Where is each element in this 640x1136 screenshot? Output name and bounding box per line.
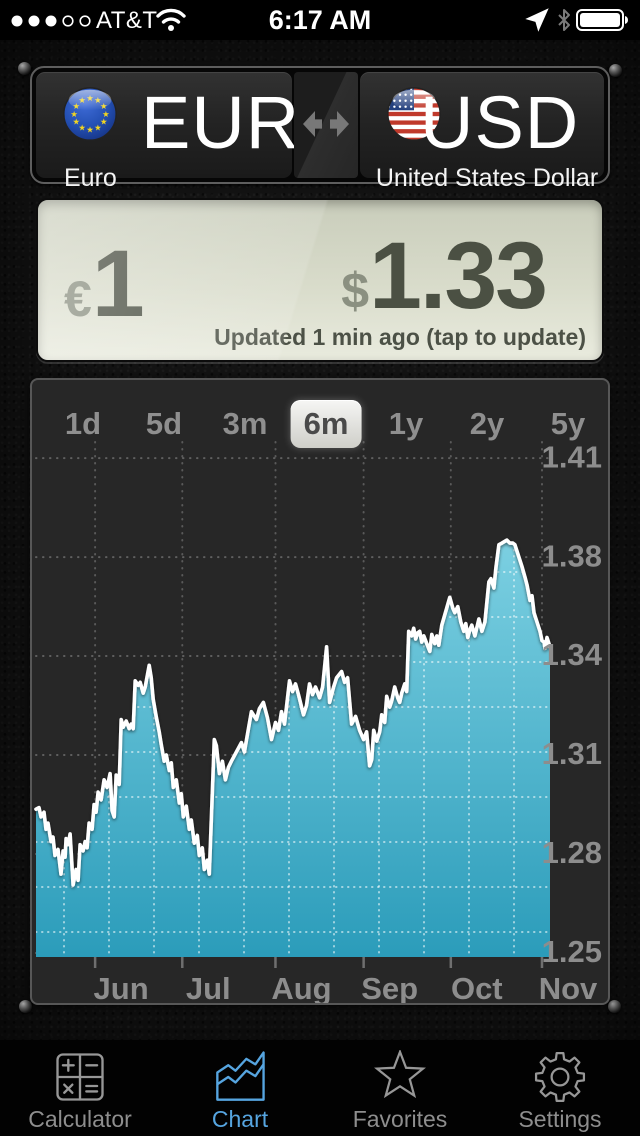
tab-chart[interactable]: Chart: [160, 1048, 320, 1136]
bluetooth-icon: [558, 9, 570, 31]
svg-text:★: ★: [100, 117, 108, 127]
us-flag-icon: [387, 87, 441, 141]
screw-icon: [19, 1000, 32, 1013]
to-currency-name: United States Dollar: [375, 164, 599, 192]
eu-flag-icon: ★★★★★★★★★★★★: [63, 87, 117, 141]
swap-arrows-icon: [303, 111, 349, 138]
to-currency-code: USD: [420, 81, 580, 164]
svg-text:1.38: 1.38: [542, 538, 602, 573]
signal-strength-icon: [11, 15, 91, 27]
to-symbol: $: [341, 263, 370, 319]
svg-text:Oct: Oct: [451, 971, 503, 1003]
svg-text:★: ★: [78, 123, 86, 133]
update-status[interactable]: Updated 1 min ago (tap to update): [214, 324, 586, 350]
svg-text:1.31: 1.31: [542, 736, 602, 771]
svg-text:Sep: Sep: [361, 971, 418, 1003]
screw-icon: [608, 1000, 621, 1013]
svg-text:★: ★: [94, 123, 102, 133]
svg-text:1.41: 1.41: [542, 439, 602, 474]
svg-text:Aug: Aug: [271, 971, 331, 1003]
range-tab-1y[interactable]: 1y: [388, 406, 424, 441]
tab-bar: Calculator Chart Favorites Settings: [0, 1040, 640, 1136]
svg-text:1.25: 1.25: [542, 934, 602, 969]
star-icon: [374, 1050, 426, 1099]
svg-text:Nov: Nov: [539, 971, 598, 1003]
gear-icon: [534, 1051, 586, 1103]
range-tab-2y[interactable]: 2y: [469, 406, 505, 441]
screw-icon: [18, 62, 31, 75]
range-tab-6m[interactable]: 6m: [290, 400, 362, 448]
from-amount: 1: [91, 231, 145, 337]
tab-label: Chart: [211, 1106, 269, 1132]
tab-label: Settings: [518, 1106, 602, 1132]
rate-display[interactable]: €1 $1.33 Updated 1 min ago (tap to updat…: [36, 198, 604, 362]
from-currency-code: EUR: [141, 81, 301, 164]
status-bar: AT&T 6:17 AM: [0, 0, 640, 40]
clock: 6:17 AM: [268, 5, 372, 35]
range-tab-5y[interactable]: 5y: [550, 406, 586, 441]
chart-panel: 1d 5d 3m 6m 1y 2y 5y Jun Jul Aug Sep Oct Nov 1…: [30, 378, 610, 1005]
location-arrow-icon: [525, 8, 549, 32]
swap-currencies-button[interactable]: [294, 72, 358, 178]
screw-icon: [609, 64, 622, 77]
calculator-icon: [56, 1053, 104, 1101]
tab-settings[interactable]: Settings: [480, 1048, 640, 1136]
exchange-rate-chart[interactable]: Jun Jul Aug Sep Oct Nov 1.41 1.38 1.34 1.31 1.28 1.…: [32, 380, 608, 1003]
svg-text:Jun: Jun: [94, 971, 149, 1003]
from-currency-button[interactable]: ★★★★★★★★★★★★ EUR Euro: [36, 72, 299, 192]
svg-text:1.28: 1.28: [542, 835, 602, 870]
range-tab-3m[interactable]: 3m: [222, 406, 268, 441]
chart-icon: [216, 1051, 265, 1101]
svg-text:★: ★: [86, 125, 94, 135]
svg-text:★: ★: [73, 117, 81, 127]
to-amount: 1.33: [369, 223, 548, 329]
battery-icon: [576, 9, 628, 31]
from-symbol: €: [64, 271, 92, 327]
svg-text:★: ★: [102, 109, 110, 119]
currency-pair-selector: ★★★★★★★★★★★★ EUR Euro USD United States …: [30, 66, 610, 192]
svg-text:★: ★: [70, 109, 78, 119]
tab-label: Favorites: [352, 1106, 448, 1132]
to-currency-button[interactable]: USD United States Dollar: [360, 72, 604, 192]
range-tab-5d[interactable]: 5d: [145, 406, 183, 441]
wifi-icon: [156, 8, 186, 31]
tab-favorites[interactable]: Favorites: [320, 1048, 480, 1136]
tab-label: Calculator: [28, 1106, 132, 1132]
from-currency-name: Euro: [64, 164, 117, 192]
svg-text:1.34: 1.34: [542, 637, 603, 672]
tab-calculator[interactable]: Calculator: [0, 1048, 160, 1136]
range-tab-1d[interactable]: 1d: [64, 406, 102, 441]
carrier-label: AT&T: [96, 7, 158, 34]
svg-text:Jul: Jul: [186, 971, 231, 1003]
